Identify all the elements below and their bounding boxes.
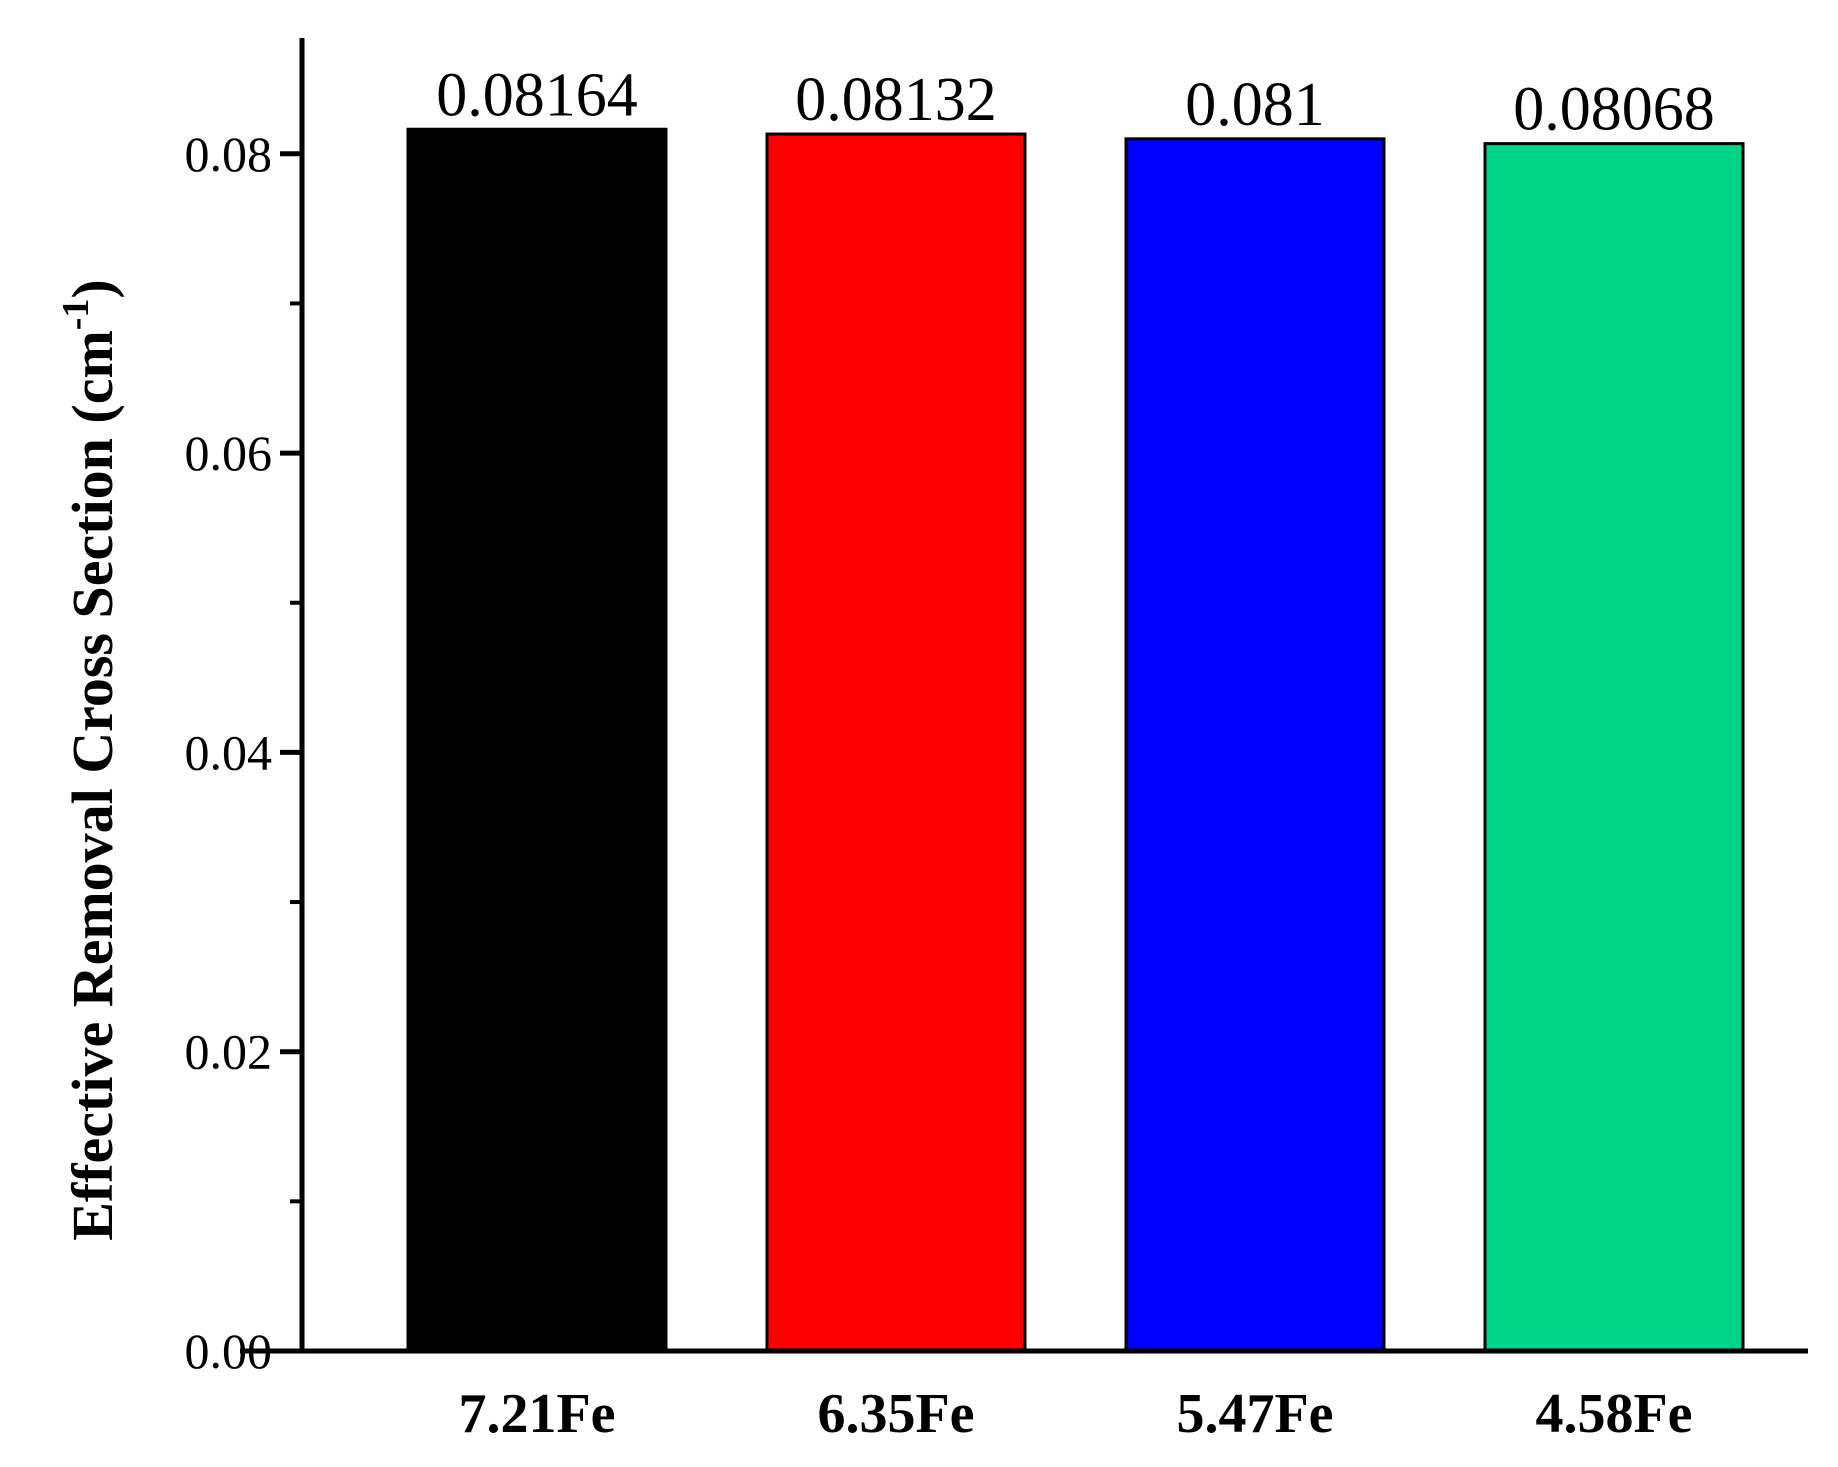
y-tick-label-5: 0.08 [185, 126, 273, 182]
labels-group: 0.08164 7.21Fe 0.08132 6.35Fe 0.081 5.47Fe 0.0… [185, 61, 1715, 1445]
x-tick-label-2: 6.35Fe [817, 1383, 974, 1445]
data-label-1: 0.08164 [436, 61, 638, 129]
bars-group [406, 127, 1745, 1353]
data-label-3: 0.081 [1185, 71, 1325, 139]
x-tick-label-1: 7.21Fe [458, 1383, 615, 1445]
y-tick-label-3: 0.04 [185, 724, 273, 780]
data-label-2: 0.08132 [795, 66, 997, 134]
y-axis-title: Effective Removal Cross Section (cm-1) [55, 279, 125, 1241]
y-tick-label-1: 0.00 [185, 1323, 273, 1379]
axes-group [240, 38, 1808, 1354]
bar-3 [1124, 137, 1386, 1353]
y-tick-label-2: 0.02 [185, 1024, 273, 1080]
x-tick-label-4: 4.58Fe [1535, 1383, 1692, 1445]
data-label-4: 0.08068 [1513, 76, 1715, 144]
bar-2 [765, 132, 1027, 1353]
bar-4 [1483, 142, 1745, 1353]
y-tick-label-4: 0.06 [185, 425, 273, 481]
bar-1 [406, 127, 668, 1353]
x-tick-label-3: 5.47Fe [1176, 1383, 1333, 1445]
